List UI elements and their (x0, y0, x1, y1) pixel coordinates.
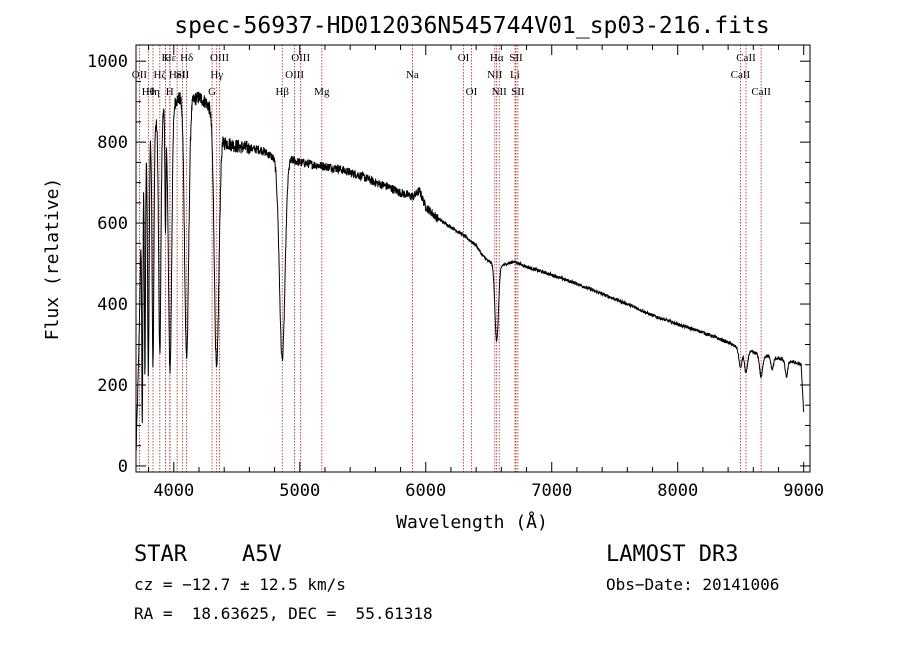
x-tick-label-4000: 4000 (153, 481, 194, 501)
y-tick-label-200: 200 (97, 376, 128, 396)
x-tick-label-5000: 5000 (279, 481, 320, 501)
y-axis-ticks: 0 200 400 600 800 1000 (87, 52, 810, 477)
y-tick-label-800: 800 (97, 133, 128, 153)
spectral-line-markers (139, 45, 762, 472)
line-label-19: OI (466, 86, 478, 98)
line-label-2: Hη (146, 86, 160, 98)
y-tick-label-600: 600 (97, 214, 128, 234)
line-label-17: Na (406, 69, 419, 81)
x-tick-label-9000: 9000 (783, 481, 824, 501)
line-label-21: Hα (490, 52, 504, 64)
line-label-24: SII (509, 52, 523, 64)
line-label-6: H (166, 86, 174, 98)
line-label-7: HeI (169, 69, 186, 81)
line-label-10: G (208, 86, 216, 98)
line-label-14: OIII (285, 69, 304, 81)
line-label-18: OI (458, 52, 470, 64)
chart-title: spec-56937-HD012036N545744V01_sp03-216.f… (174, 13, 769, 39)
x-axis-ticks: 4000 5000 6000 7000 8000 9000 (148, 45, 824, 501)
line-label-11: Hγ (210, 69, 223, 81)
line-label-5: K (162, 52, 170, 64)
y-tick-label-0: 0 (118, 457, 128, 477)
x-tick-label-7000: 7000 (531, 481, 572, 501)
line-label-12: OIII (210, 52, 229, 64)
line-label-1: Hθ (142, 86, 155, 98)
line-label-3: Hζ (154, 69, 167, 81)
line-label-22: NII (492, 86, 508, 98)
spectral-line-labels: OIIHθHηHζHεKHHeISIIHδGHγOIIIHβOIIIOIIIMg… (132, 52, 771, 98)
object-class: STAR (134, 542, 187, 567)
coordinates-text: RA = 18.63625, DEC = 55.61318 (134, 604, 433, 623)
line-label-16: Mg (314, 86, 330, 98)
y-axis-label: Flux (relative) (42, 178, 63, 341)
line-label-28: CaII (751, 86, 771, 98)
line-label-23: Li (510, 69, 520, 81)
x-tick-label-6000: 6000 (405, 481, 446, 501)
line-label-9: Hδ (180, 52, 193, 64)
y-tick-label-1000: 1000 (87, 52, 128, 72)
line-label-13: Hβ (275, 86, 289, 98)
line-label-0: OII (132, 69, 148, 81)
spectrum-line (135, 91, 805, 452)
x-tick-label-8000: 8000 (657, 481, 698, 501)
line-label-26: CaII (731, 69, 751, 81)
survey-name: LAMOST DR3 (606, 542, 739, 567)
y-tick-label-400: 400 (97, 295, 128, 315)
line-label-27: CaII (736, 52, 756, 64)
x-axis-label: Wavelength (Å) (396, 511, 548, 533)
line-label-20: NII (487, 69, 503, 81)
line-label-8: SII (176, 69, 190, 81)
line-label-15: OIII (291, 52, 310, 64)
redshift-text: cz = −12.7 ± 12.5 km/s (134, 575, 346, 594)
object-subclass: A5V (242, 542, 282, 567)
plot-frame (135, 44, 811, 473)
line-label-25: SII (511, 86, 525, 98)
observation-date: Obs−Date: 20141006 (606, 575, 780, 594)
